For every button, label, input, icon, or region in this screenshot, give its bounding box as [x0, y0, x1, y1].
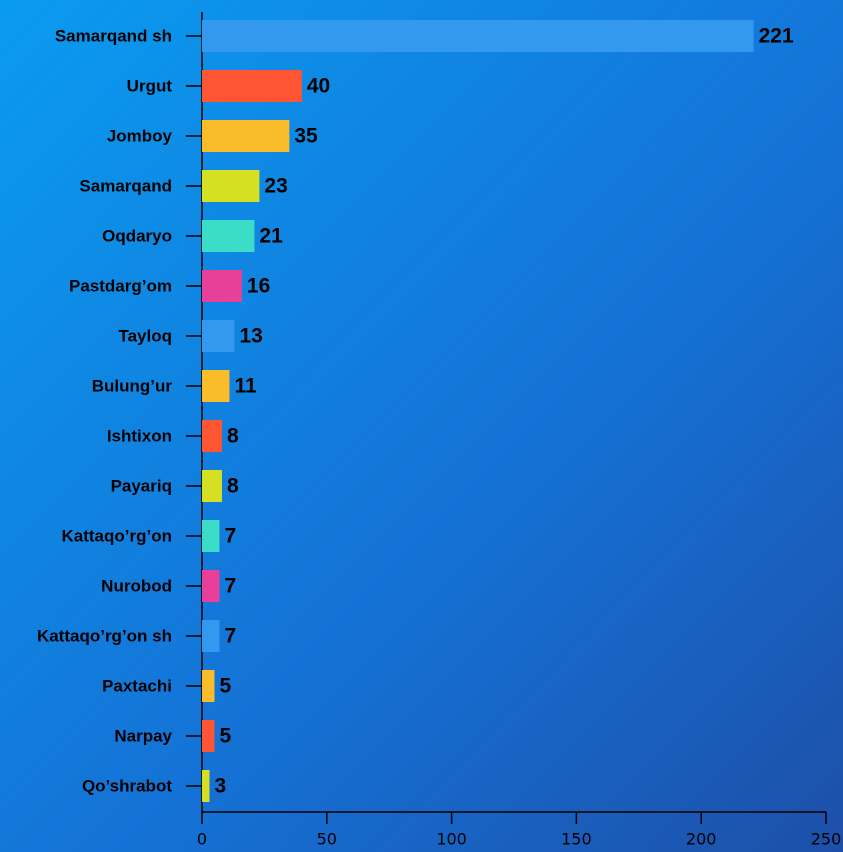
y-tick-label: Pastdarg’om: [69, 276, 172, 295]
bar: [202, 670, 215, 702]
bar: [202, 370, 230, 402]
bar: [202, 20, 754, 52]
y-tick-label: Samarqand: [79, 176, 172, 195]
y-tick-label: Nurobod: [101, 576, 172, 595]
bar: [202, 520, 220, 552]
x-tick-label: 100: [436, 830, 467, 849]
value-label: 23: [264, 175, 287, 198]
y-tick-label: Oqdaryo: [102, 226, 172, 245]
x-tick-label: 0: [197, 830, 207, 849]
bar: [202, 470, 222, 502]
y-tick-label: Narpay: [114, 726, 172, 745]
value-label: 13: [239, 325, 262, 348]
bar: [202, 320, 235, 352]
value-label: 8: [227, 425, 239, 448]
value-label: 3: [214, 775, 226, 798]
bar: [202, 620, 220, 652]
y-tick-label: Kattaqo’rg’on sh: [37, 626, 172, 645]
value-label: 221: [759, 25, 794, 48]
y-tick-label: Samarqand sh: [55, 26, 172, 45]
y-tick-label: Payariq: [111, 476, 172, 495]
value-label: 35: [294, 125, 318, 148]
value-label: 7: [224, 625, 236, 648]
value-label: 7: [224, 575, 236, 598]
value-label: 5: [219, 675, 231, 698]
bar: [202, 120, 290, 152]
x-tick-label: 50: [317, 830, 337, 849]
bar: [202, 570, 220, 602]
y-tick-label: Tayloq: [118, 326, 172, 345]
bar: [202, 170, 260, 202]
y-tick-label: Bulung’ur: [92, 376, 173, 395]
value-label: 5: [219, 725, 231, 748]
bar: [202, 770, 210, 802]
y-tick-label: Qo’shrabot: [82, 776, 172, 795]
bar: [202, 420, 222, 452]
value-label: 8: [227, 475, 239, 498]
bar: [202, 270, 242, 302]
bar: [202, 70, 302, 102]
value-label: 16: [247, 275, 270, 298]
value-label: 21: [259, 225, 283, 248]
y-tick-label: Ishtixon: [107, 426, 172, 445]
y-tick-label: Jomboy: [107, 126, 173, 145]
y-tick-label: Kattaqo’rg’on: [62, 526, 173, 545]
bar: [202, 720, 215, 752]
x-tick-label: 150: [561, 830, 592, 849]
x-tick-label: 200: [686, 830, 717, 849]
y-tick-label: Urgut: [127, 76, 173, 95]
y-tick-label: Paxtachi: [102, 676, 172, 695]
value-label: 7: [224, 525, 236, 548]
value-label: 11: [234, 375, 257, 398]
bar: [202, 220, 255, 252]
x-tick-label: 250: [811, 830, 842, 849]
value-label: 40: [307, 75, 330, 98]
